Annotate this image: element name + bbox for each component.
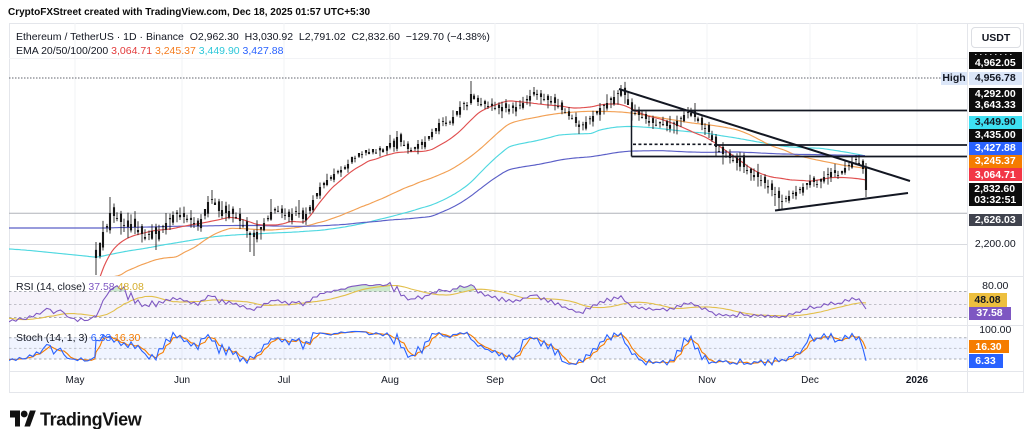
svg-text:TradingView: TradingView [40, 410, 143, 429]
